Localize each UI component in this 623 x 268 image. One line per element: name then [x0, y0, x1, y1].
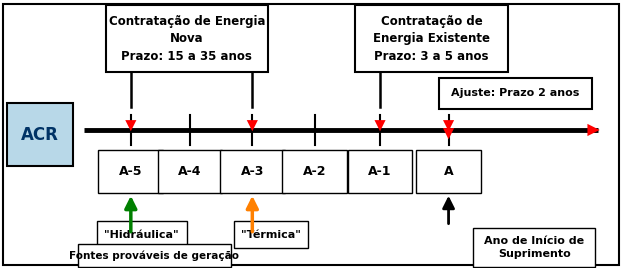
Text: A-3: A-3 — [240, 165, 264, 178]
FancyBboxPatch shape — [473, 228, 595, 267]
FancyBboxPatch shape — [3, 4, 619, 265]
Text: A-4: A-4 — [178, 165, 202, 178]
Text: A-5: A-5 — [119, 165, 143, 178]
FancyBboxPatch shape — [234, 221, 308, 248]
Text: Ajuste: Prazo 2 anos: Ajuste: Prazo 2 anos — [451, 88, 580, 98]
FancyBboxPatch shape — [97, 221, 187, 248]
Text: "Térmica": "Térmica" — [241, 229, 301, 240]
Text: "Hidráulica": "Hidráulica" — [105, 229, 179, 240]
FancyBboxPatch shape — [78, 244, 231, 267]
FancyBboxPatch shape — [98, 150, 163, 193]
FancyBboxPatch shape — [439, 78, 592, 109]
Text: Contratação de
Energia Existente
Prazo: 3 a 5 anos: Contratação de Energia Existente Prazo: … — [373, 15, 490, 63]
Text: Fontes prováveis de geração: Fontes prováveis de geração — [69, 250, 239, 260]
FancyBboxPatch shape — [7, 103, 73, 166]
FancyBboxPatch shape — [348, 150, 412, 193]
Text: A-2: A-2 — [303, 165, 326, 178]
Text: A: A — [444, 165, 454, 178]
FancyBboxPatch shape — [416, 150, 481, 193]
Text: Contratação de Energia
Nova
Prazo: 15 a 35 anos: Contratação de Energia Nova Prazo: 15 a … — [108, 15, 265, 63]
Text: ACR: ACR — [21, 126, 59, 144]
Text: Ano de Início de
Suprimento: Ano de Início de Suprimento — [484, 236, 584, 259]
FancyBboxPatch shape — [106, 5, 268, 72]
FancyBboxPatch shape — [282, 150, 347, 193]
FancyBboxPatch shape — [220, 150, 285, 193]
Text: A-1: A-1 — [368, 165, 392, 178]
FancyBboxPatch shape — [158, 150, 222, 193]
FancyBboxPatch shape — [355, 5, 508, 72]
